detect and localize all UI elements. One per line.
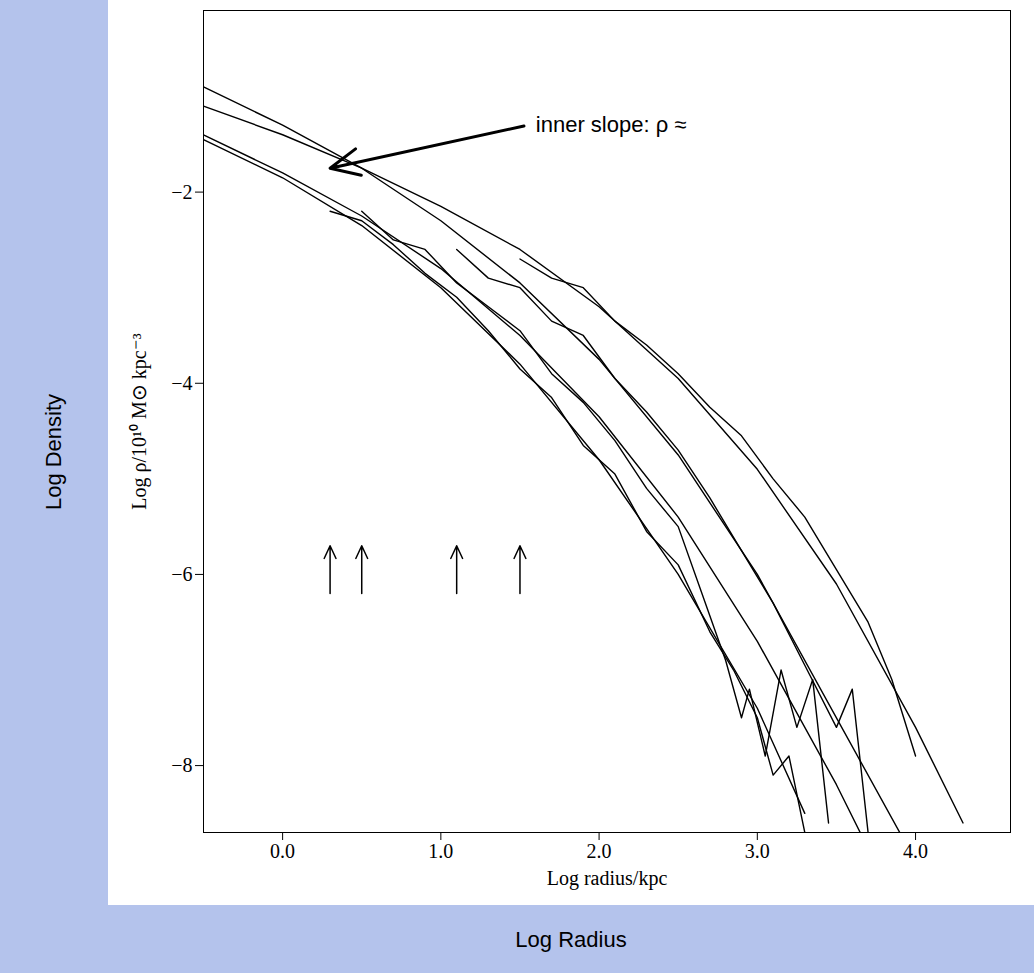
html-text:Log Radius: Log Radius <box>515 927 627 952</box>
svg-text:2.0: 2.0 <box>587 840 612 862</box>
svg-text:−4: −4 <box>171 372 192 394</box>
svg-text:Log radius/kpc: Log radius/kpc <box>547 867 668 890</box>
html-text:Log Density: Log Density <box>41 393 66 511</box>
svg-text:−6: −6 <box>171 563 192 585</box>
svg-text:0.0: 0.0 <box>270 840 295 862</box>
svg-text:−2: −2 <box>171 181 192 203</box>
svg-text:1.0: 1.0 <box>428 840 453 862</box>
svg-text:−8: −8 <box>171 754 192 776</box>
svg-text:3.0: 3.0 <box>745 840 770 862</box>
svg-text:4.0: 4.0 <box>903 840 928 862</box>
svg-text:Log ρ/10¹⁰ M⊙ kpc⁻³: Log ρ/10¹⁰ M⊙ kpc⁻³ <box>128 333 151 509</box>
svg-text:inner slope: ρ ≈: inner slope: ρ ≈ <box>536 112 687 137</box>
